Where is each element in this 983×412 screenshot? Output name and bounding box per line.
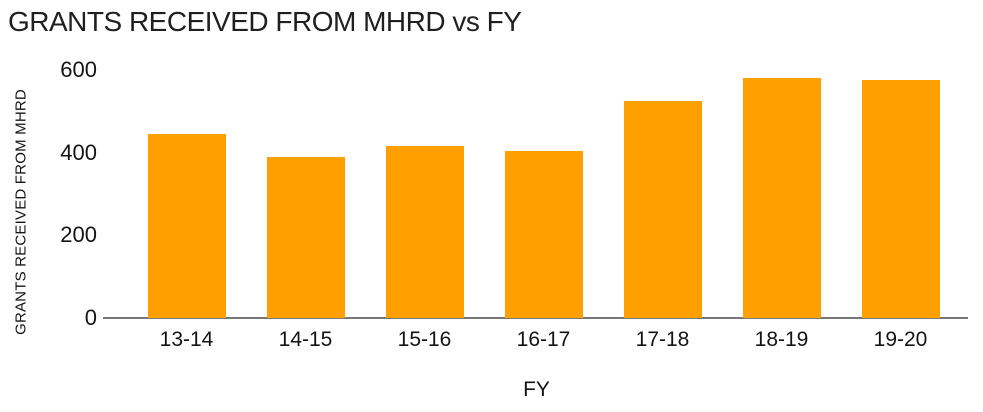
x-tick-label: 13-14: [159, 328, 214, 351]
x-tick-label: 14-15: [278, 328, 333, 351]
x-axis-title: FY: [523, 378, 550, 401]
x-tick-label: 16-17: [516, 328, 571, 351]
bar-16-17: [504, 150, 583, 318]
chart-title: GRANTS RECEIVED FROM MHRD vs FY: [8, 6, 522, 37]
y-tick-label: 600: [60, 57, 97, 82]
bar-19-20: [861, 80, 940, 318]
y-tick-label: 400: [60, 139, 97, 165]
x-axis-line: [103, 317, 968, 319]
plot-area: 0 200 400 600 13-14 14-15 15-16 16-17 17-18 18-19…: [60, 57, 968, 351]
bar-15-16: [385, 146, 464, 318]
bar-14-15: [266, 156, 345, 318]
x-tick-label: 15-16: [397, 328, 452, 351]
y-tick-label: 0: [84, 305, 97, 330]
y-tick-label: 200: [60, 222, 97, 248]
bar-13-14: [147, 134, 226, 318]
x-tick-label: 17-18: [635, 328, 690, 351]
x-tick-label: 18-19: [754, 328, 809, 351]
y-axis-title: GRANTS RECEIVED FROM MHRD: [12, 89, 30, 335]
x-tick-label: 19-20: [873, 328, 928, 351]
bar-17-18: [623, 101, 702, 318]
bar-18-19: [742, 78, 821, 318]
